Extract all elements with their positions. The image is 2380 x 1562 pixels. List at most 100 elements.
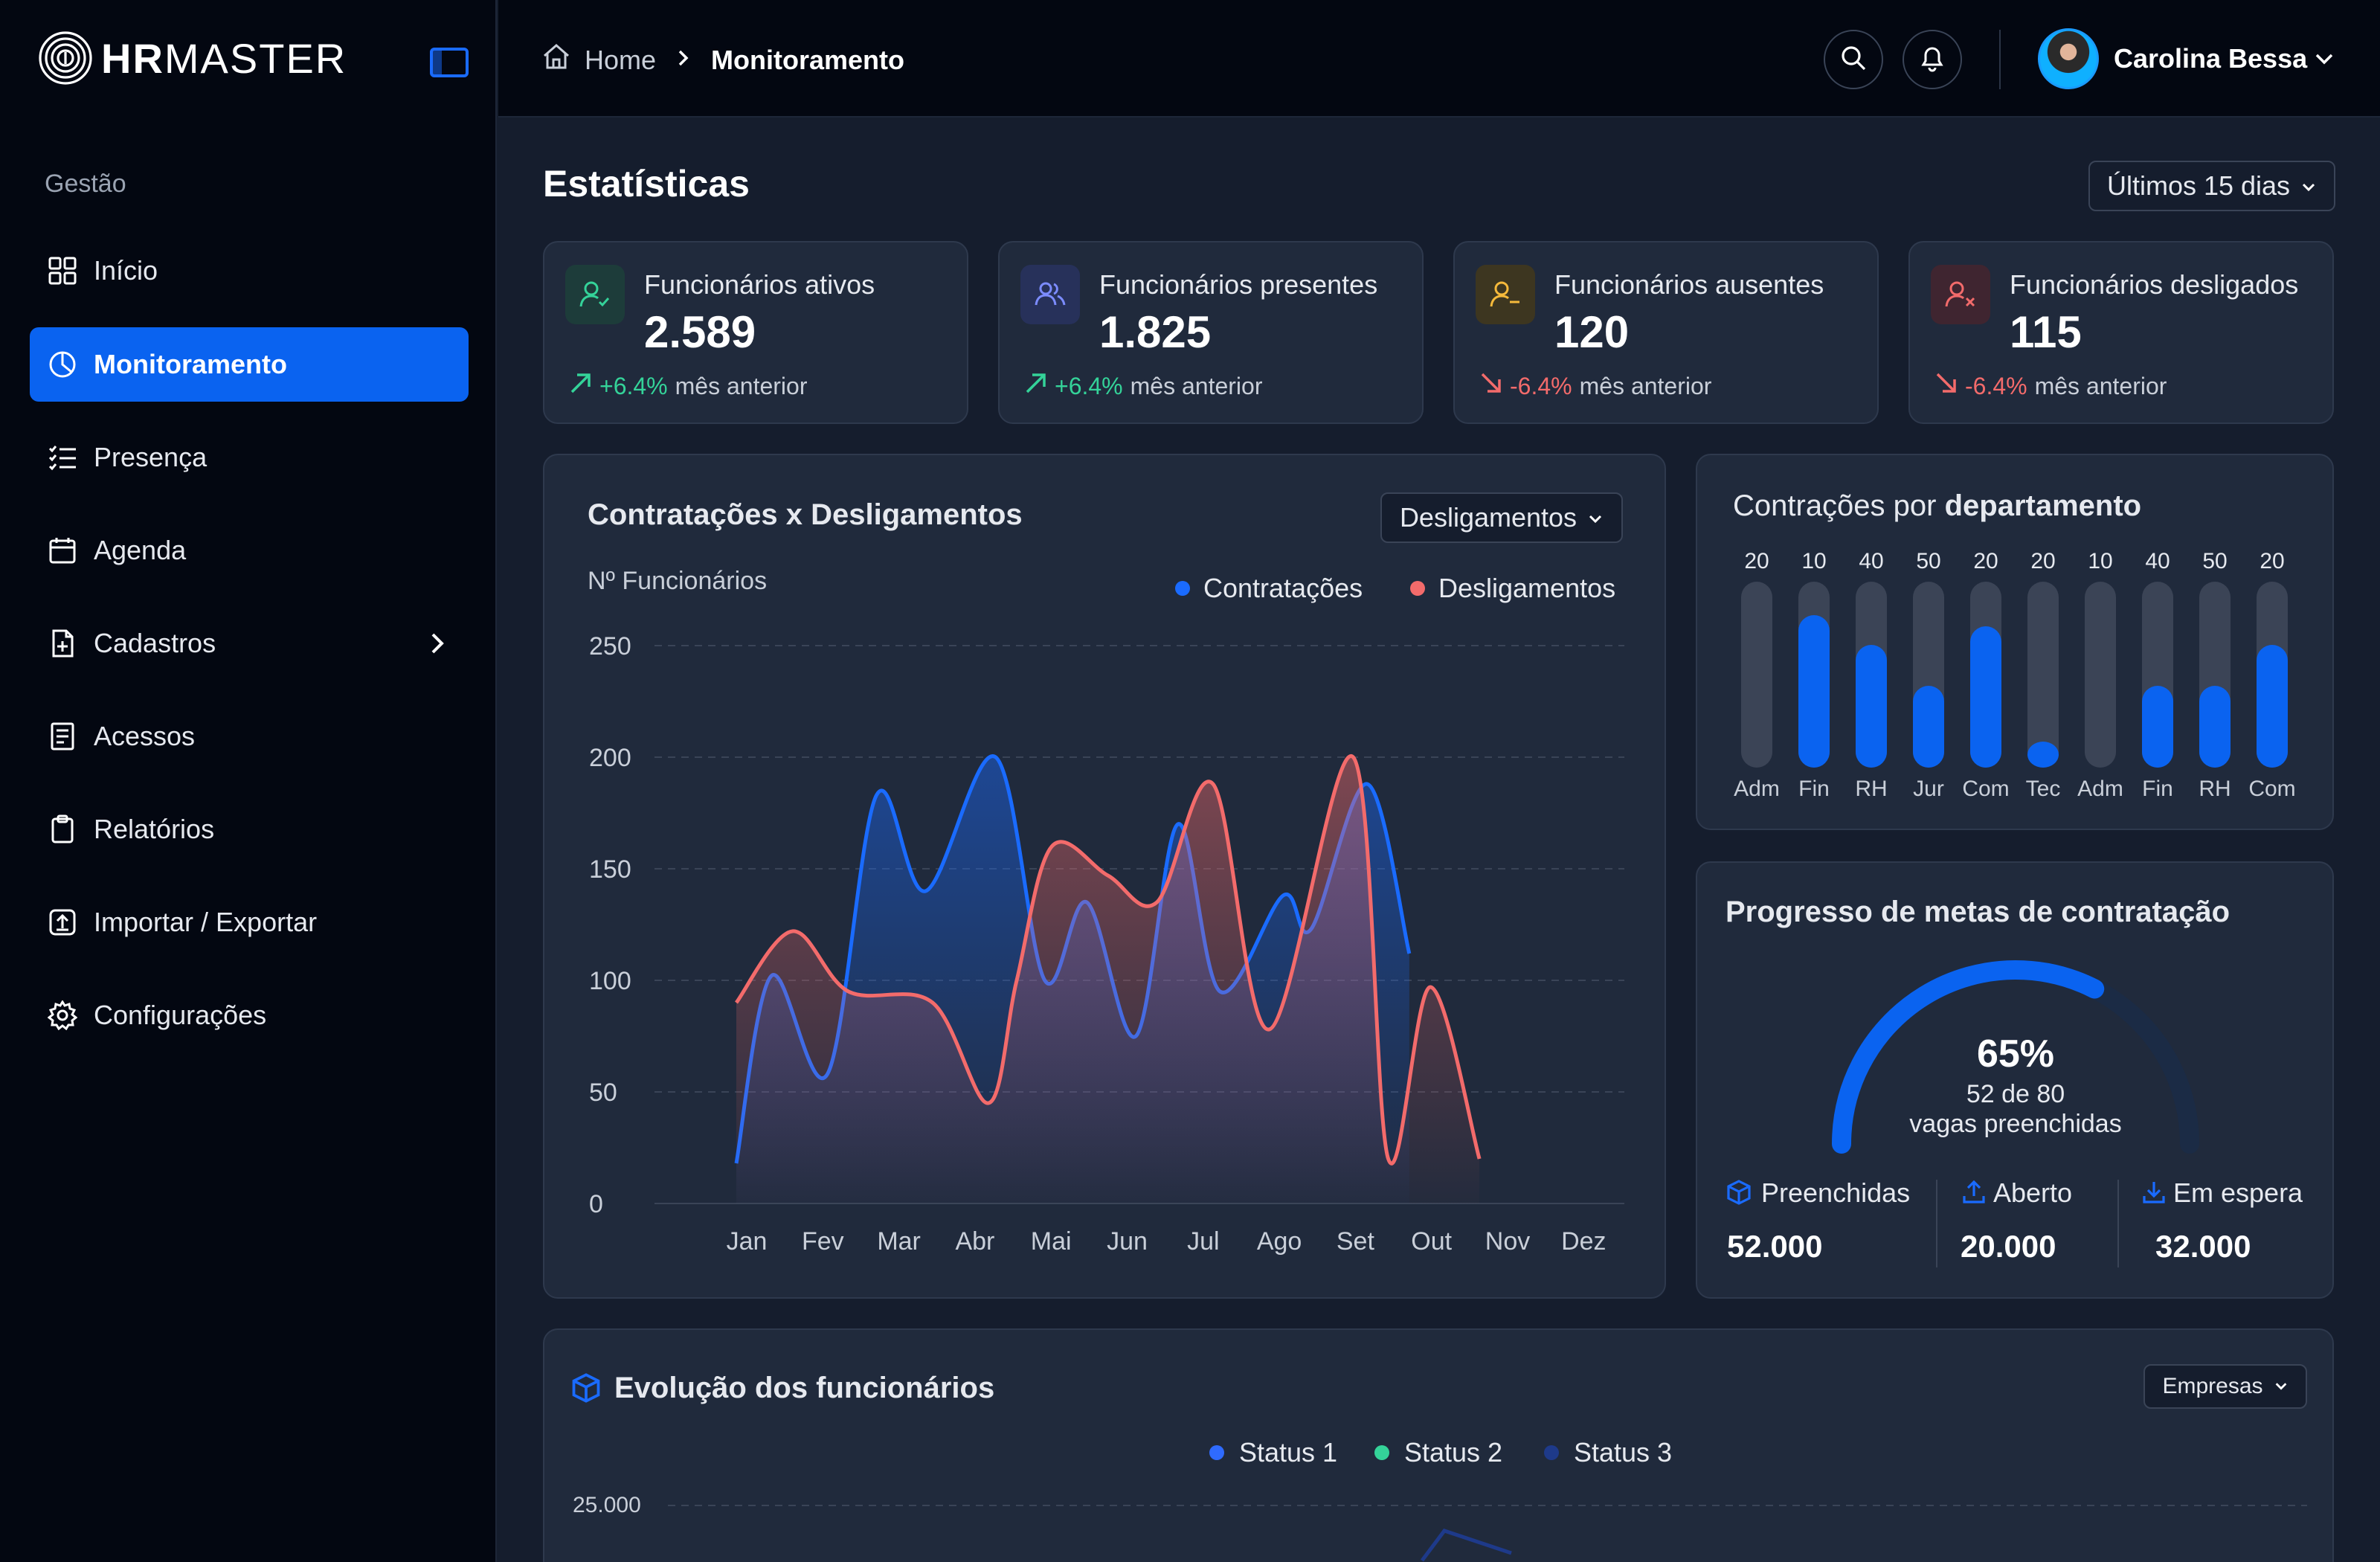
- upload-icon: [1963, 1180, 1985, 1203]
- bar-value-label: 50: [1916, 549, 1940, 573]
- topbar-divider: [1999, 30, 2001, 89]
- brand-name: HRMASTER: [101, 34, 347, 82]
- chevron-down-icon[interactable]: [2313, 48, 2335, 74]
- series-line-layoffs: [734, 754, 1482, 1166]
- x-tick-label: Jul: [1187, 1227, 1219, 1256]
- sidebar-item-relatorios[interactable]: Relatórios: [30, 792, 469, 867]
- avatar[interactable]: [2038, 28, 2099, 89]
- stat-card-desligados: Funcionários desligados 115 -6.4% mês an…: [1908, 241, 2334, 424]
- sidebar-item-importar-exportar[interactable]: Importar / Exportar: [30, 885, 469, 960]
- grid-icon: [46, 254, 79, 287]
- stat-trend: -6.4% mês anterior: [1934, 370, 2167, 402]
- goal-label-preenchidas: Preenchidas: [1761, 1177, 1910, 1208]
- arrow-down-right-icon: [1934, 370, 1959, 402]
- goal-value-preenchidas: 52.000: [1727, 1229, 1822, 1264]
- x-tick-label: Mai: [1031, 1227, 1072, 1256]
- bar-category-label: Fin: [2142, 777, 2173, 801]
- hires-layoffs-chart: Nº Funcionários Contratações Desligament…: [588, 567, 1624, 1256]
- breadcrumb-home[interactable]: Home: [585, 44, 657, 75]
- home-icon[interactable]: [541, 42, 571, 78]
- goal-label-espera: Em espera: [2173, 1177, 2303, 1208]
- x-tick-label: Set: [1337, 1227, 1375, 1256]
- document-icon: [46, 720, 79, 753]
- brand-logo[interactable]: HRMASTER: [37, 30, 347, 86]
- x-tick-label: Mar: [877, 1227, 921, 1256]
- sidebar-item-monitoramento[interactable]: Monitoramento: [30, 327, 469, 402]
- bar[interactable]: [1856, 645, 1887, 768]
- sidebar-item-agenda[interactable]: Agenda: [30, 513, 469, 588]
- sidebar-item-presenca[interactable]: Presença: [30, 420, 469, 495]
- bar[interactable]: [1798, 615, 1830, 768]
- hiring-goals-gauge: 65% 52 de 80 vagas preenchidas Preenchid…: [1727, 960, 2303, 1267]
- bar-category-label: Jur: [1913, 777, 1944, 801]
- legend-hires[interactable]: Contratações: [1203, 573, 1363, 603]
- sidebar-item-acessos[interactable]: Acessos: [30, 699, 469, 774]
- x-tick-label: Out: [1411, 1227, 1452, 1256]
- bar-value-label: 20: [1744, 549, 1769, 573]
- department-chart-title: Contrações por departamento: [1733, 489, 2142, 522]
- bar-category-label: RH: [2199, 777, 2231, 801]
- evolution-title: Evolução dos funcionários: [614, 1372, 995, 1404]
- cube-icon: [1727, 1180, 1751, 1205]
- y-tick-label: 0: [589, 1190, 603, 1218]
- page-title: Estatísticas: [543, 163, 750, 205]
- stat-trend-value: +6.4%: [1055, 372, 1123, 399]
- hires-chart-select-value: Desligamentos: [1399, 502, 1577, 533]
- user-name[interactable]: Carolina Bessa: [2114, 43, 2308, 74]
- bar-value-label: 20: [2260, 549, 2284, 573]
- y-tick-label: 200: [589, 744, 631, 772]
- nav-section-label: Gestão: [45, 170, 126, 198]
- legend-dot-layoffs: [1410, 581, 1425, 596]
- bar[interactable]: [1970, 626, 2001, 768]
- stat-trend-value: -6.4%: [1965, 372, 2027, 399]
- bar[interactable]: [2142, 686, 2173, 768]
- evolution-series-line: [1421, 1529, 1512, 1562]
- bar-value-label: 20: [2030, 549, 2055, 573]
- hiring-goals-title: Progresso de metas de contratação: [1726, 896, 2231, 928]
- bar-value-label: 40: [2145, 549, 2170, 573]
- bar[interactable]: [1913, 686, 1944, 768]
- stat-trend: -6.4% mês anterior: [1479, 370, 1711, 402]
- series-area-layoffs: [736, 756, 1480, 1203]
- notifications-button[interactable]: [1903, 30, 1962, 89]
- sidebar-item-inicio[interactable]: Início: [30, 234, 469, 308]
- sidebar-item-label: Importar / Exportar: [94, 907, 318, 937]
- stat-trend-label: mês anterior: [675, 372, 808, 399]
- stat-value: 120: [1554, 307, 1630, 357]
- legend-dot-status1: [1209, 1445, 1224, 1460]
- x-tick-label: Nov: [1485, 1227, 1530, 1256]
- bar[interactable]: [2257, 645, 2288, 768]
- goal-value-espera: 32.000: [2155, 1229, 2251, 1264]
- bar[interactable]: [2199, 686, 2231, 768]
- legend-status2[interactable]: Status 2: [1404, 1437, 1502, 1468]
- x-tick-label: Jun: [1107, 1227, 1148, 1256]
- sidebar-item-label: Configurações: [94, 1000, 267, 1030]
- sidebar-item-label: Início: [94, 255, 158, 286]
- search-button[interactable]: [1824, 30, 1883, 89]
- gauge-sub1: 52 de 80: [1966, 1080, 2065, 1108]
- bar-category-label: RH: [1855, 777, 1887, 801]
- sidebar-toggle-icon[interactable]: [430, 48, 469, 81]
- department-bar-chart: 20 Adm 10 Fin 40 RH 50 Jur 20 Com 20 Tec 10 Adm 40 Fin 5…: [1734, 549, 2296, 801]
- sidebar-item-configuracoes[interactable]: Configurações: [30, 978, 469, 1052]
- download-icon: [2143, 1182, 2165, 1203]
- evolution-select-value: Empresas: [2162, 1374, 2263, 1398]
- x-tick-label: Dez: [1561, 1227, 1606, 1256]
- stat-value: 2.589: [644, 307, 756, 357]
- calendar-icon: [46, 534, 79, 567]
- period-select[interactable]: Últimos 15 dias: [2088, 161, 2335, 211]
- legend-layoffs[interactable]: Desligamentos: [1438, 573, 1615, 603]
- y-tick-label: 50: [589, 1079, 617, 1107]
- bar[interactable]: [2027, 742, 2059, 768]
- stat-label: Funcionários ausentes: [1554, 269, 1824, 300]
- hires-chart-select[interactable]: Desligamentos: [1380, 492, 1623, 543]
- stat-label: Funcionários presentes: [1099, 269, 1378, 300]
- sidebar-item-cadastros[interactable]: Cadastros: [30, 606, 469, 681]
- evolution-select[interactable]: Empresas: [2143, 1364, 2307, 1409]
- legend-status3[interactable]: Status 3: [1574, 1437, 1672, 1468]
- clipboard-icon: [46, 813, 79, 846]
- sidebar-item-label: Acessos: [94, 721, 196, 751]
- legend-status1[interactable]: Status 1: [1239, 1437, 1337, 1468]
- topbar: Home Monitoramento Carolina Bessa: [498, 0, 2380, 118]
- breadcrumb: Home Monitoramento: [541, 42, 904, 78]
